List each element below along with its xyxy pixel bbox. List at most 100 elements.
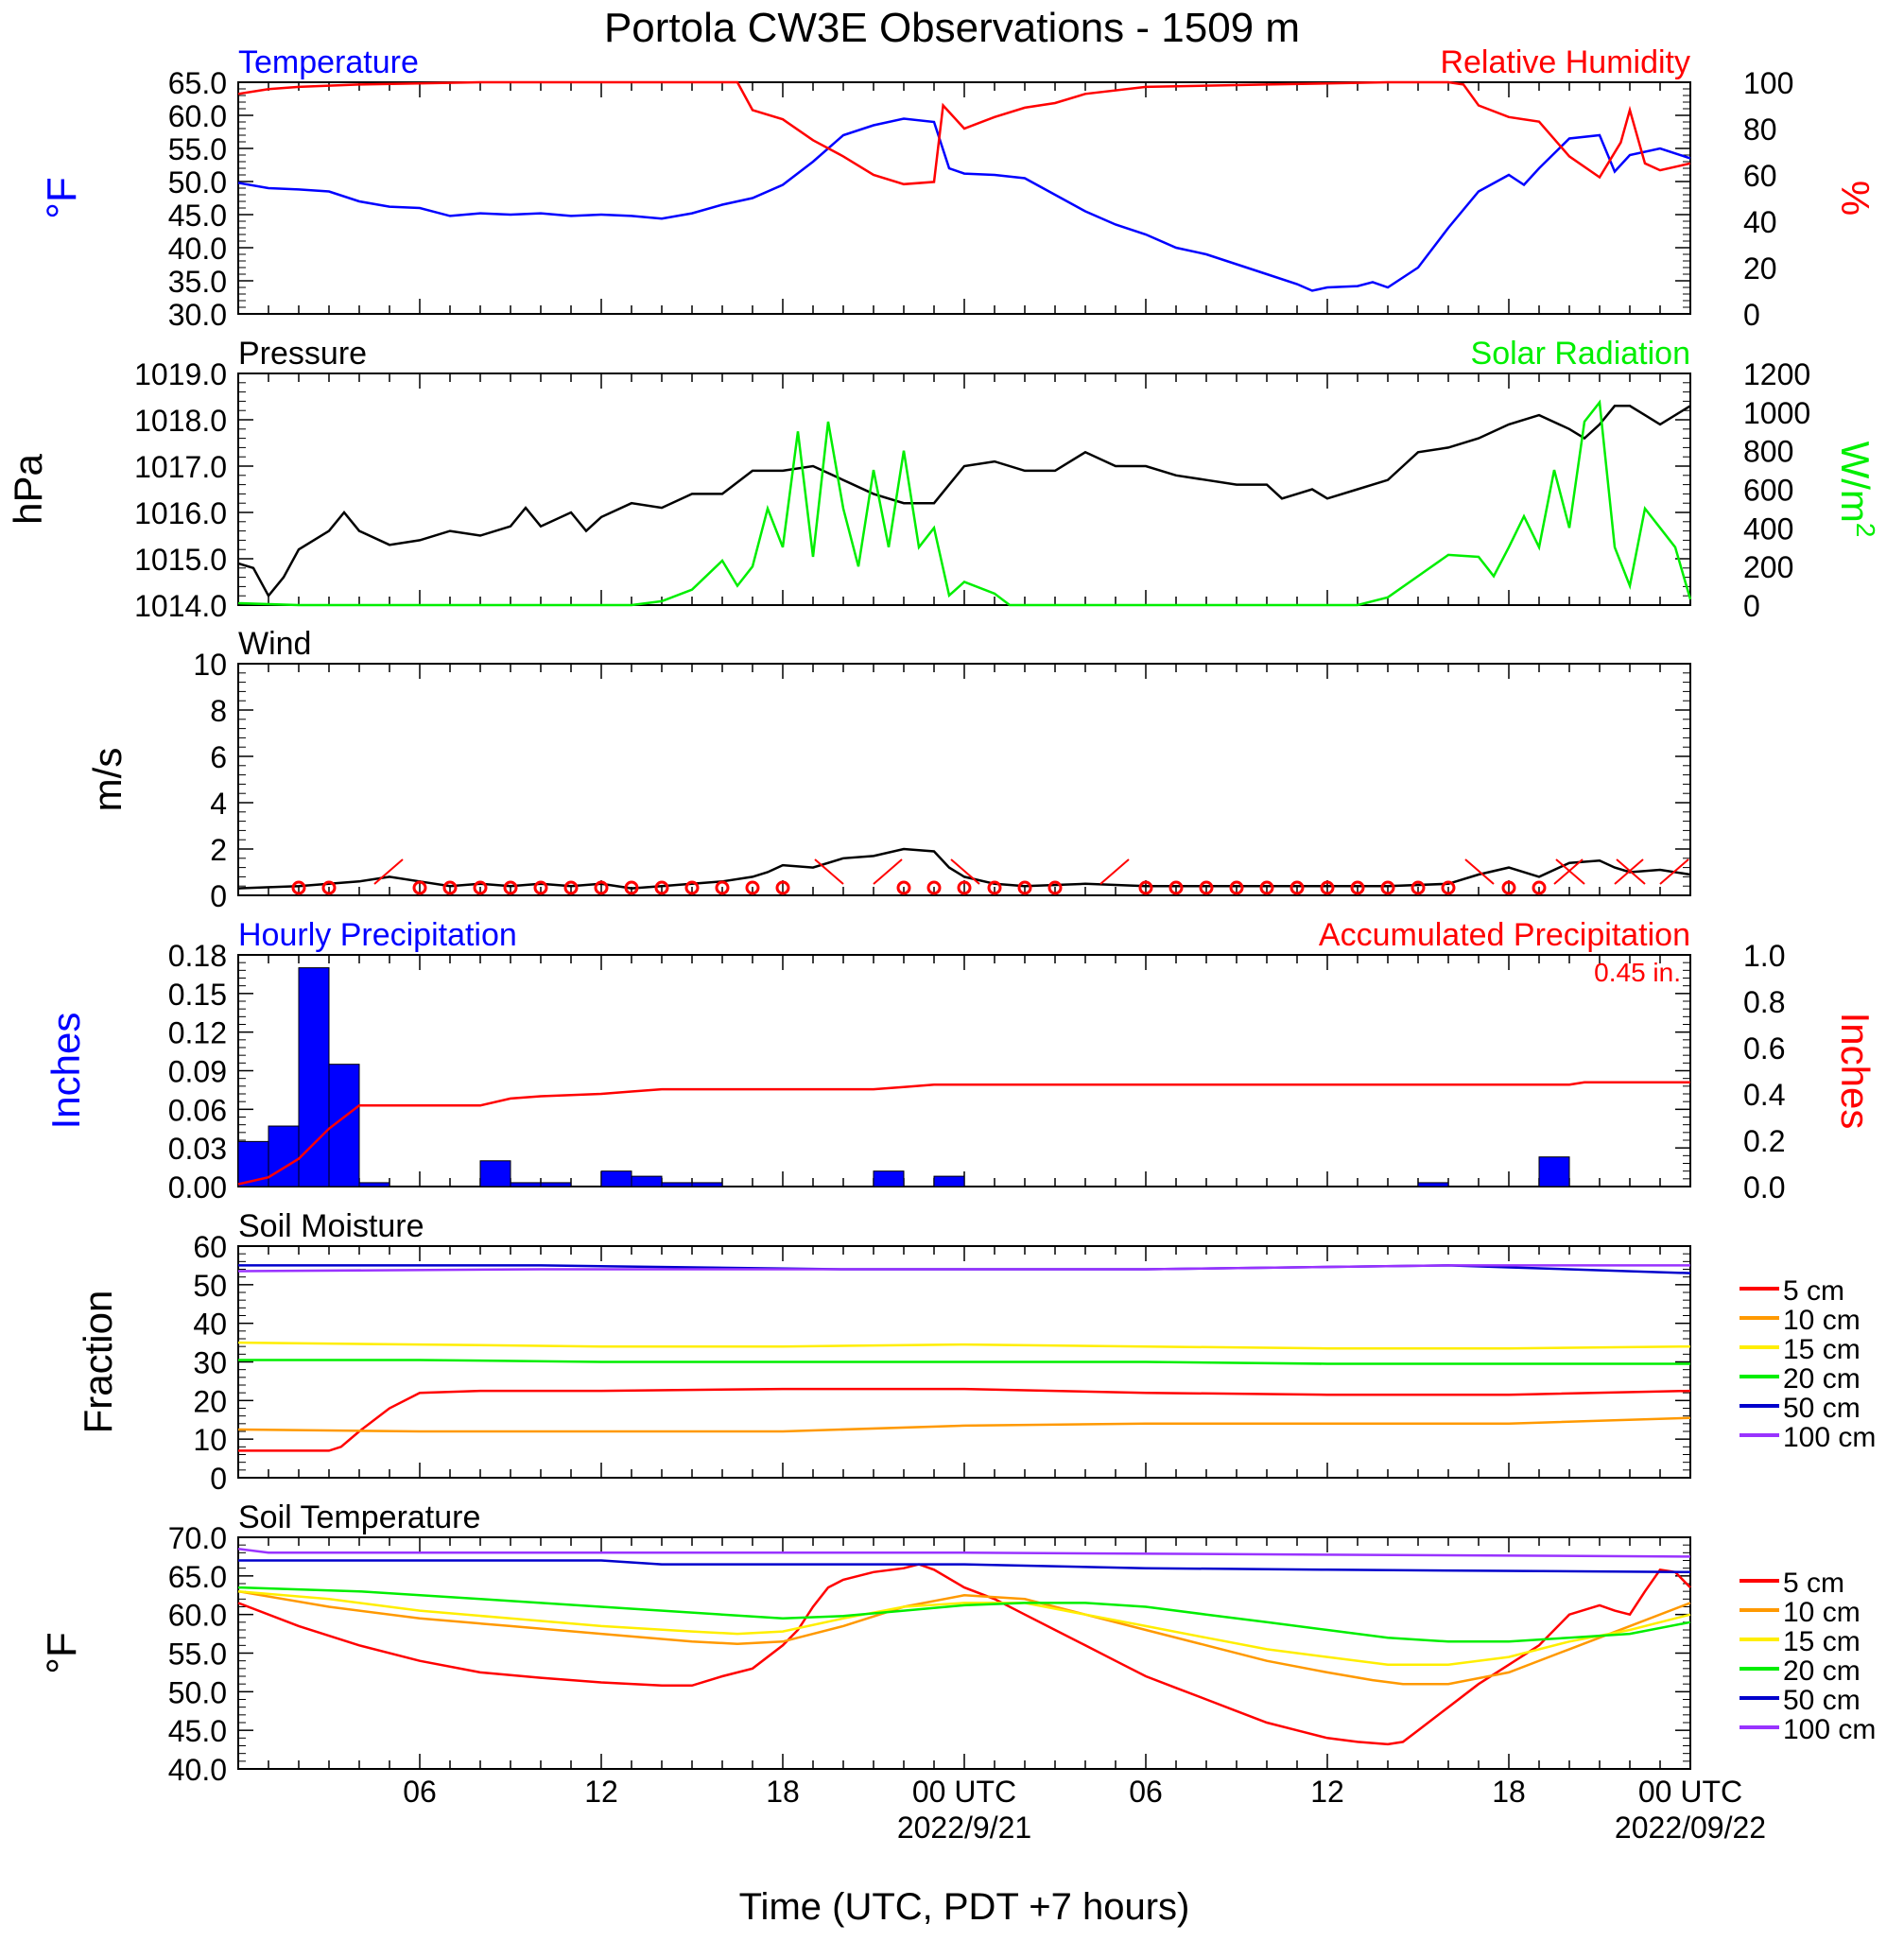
wind-calm-marker [503, 880, 518, 895]
y-tick-label-right: 0.6 [1743, 1031, 1785, 1066]
x-tick-label: 06 [403, 1775, 437, 1809]
y-tick-label-left: 0.12 [168, 1016, 227, 1050]
legend-label: 50 cm [1783, 1393, 1861, 1424]
y-tick-label-left: 0.15 [168, 978, 227, 1012]
wind-calm-marker [321, 880, 337, 895]
panel-title-right: Relative Humidity [1440, 44, 1690, 80]
legend-label: 5 cm [1783, 1275, 1844, 1307]
series-line-20-cm [237, 1586, 1691, 1643]
y-tick-label-left: 10 [193, 648, 227, 682]
y-tick-label-left: 55.0 [168, 1638, 227, 1672]
panel-precipitation: 0.18 0.15 0.12 0.09 0.06 0.03 0.00 1.0 0.8 0.6 0.4… [43, 917, 1878, 1204]
y-tick-label-left: 1015.0 [134, 543, 227, 577]
y-tick-label-right: 40 [1743, 205, 1777, 239]
wind-calm-marker [1441, 880, 1456, 895]
panel-title-right: Accumulated Precipitation [1319, 917, 1690, 953]
legend-label: 100 cm [1783, 1422, 1876, 1453]
wind-calm-marker [1017, 880, 1032, 895]
y-tick-label-right: 400 [1743, 511, 1793, 546]
y-tick-label-left: 1014.0 [134, 589, 227, 623]
precip-bar [600, 1170, 632, 1187]
y-tick-label-left: 1016.0 [134, 496, 227, 530]
wind-calm-marker [745, 880, 760, 895]
wind-calm-marker [987, 880, 1002, 895]
wind-barb [1659, 858, 1689, 885]
series-line-100-cm [237, 1548, 1691, 1558]
precip-bar [510, 1182, 542, 1187]
wind-calm-marker [1380, 880, 1395, 895]
series-line-100-cm [237, 1264, 1690, 1273]
x-tick-label: 00 UTC [1638, 1775, 1742, 1809]
y-tick-label-left: 0.09 [168, 1055, 227, 1089]
wind-calm-marker [715, 880, 730, 895]
y-tick-label-left: 40.0 [168, 232, 227, 266]
panel-title-left: Pressure [238, 336, 367, 372]
wind-calm-marker [957, 880, 972, 895]
legend-label: 20 cm [1783, 1655, 1861, 1687]
y-tick-label-left: 1018.0 [134, 404, 227, 438]
panel-wind: 10 8 6 4 2 0 Wind m/s [85, 626, 1691, 913]
accumulated-precip-line [237, 1081, 1690, 1186]
y-tick-label-left: 65.0 [168, 1560, 227, 1594]
wind-barb [1464, 858, 1495, 885]
y-axis-label-left: hPa [6, 453, 50, 524]
wind-calm-marker [442, 880, 458, 895]
y-axis-label-left: Inches [43, 1013, 88, 1130]
series-line-temperature [237, 117, 1691, 292]
precip-bar [933, 1175, 965, 1187]
y-tick-label-right: 0.4 [1743, 1078, 1785, 1112]
wind-calm-marker [1350, 880, 1365, 895]
y-tick-label-left: 8 [210, 694, 227, 728]
wind-calm-marker [1411, 880, 1426, 895]
wind-calm-marker [1138, 880, 1153, 895]
wind-barb [950, 858, 980, 885]
wind-calm-marker [1532, 880, 1547, 895]
y-tick-label-right: 600 [1743, 474, 1793, 508]
wind-calm-marker [684, 880, 700, 895]
y-axis-label-left: °F [39, 177, 85, 218]
series-line-pressure [237, 405, 1691, 598]
series-line-solar-radiation [237, 399, 1692, 607]
y-tick-label-left: 0.03 [168, 1132, 227, 1166]
x-tick-date-label: 2022/09/22 [1615, 1811, 1766, 1845]
series-line-relative-humidity [237, 80, 1691, 186]
y-tick-label-left: 0 [210, 879, 227, 913]
y-tick-label-left: 45.0 [168, 1714, 227, 1748]
precip-bar [1538, 1156, 1570, 1187]
legend-label: 15 cm [1783, 1626, 1861, 1657]
panel-title-left: Wind [238, 626, 311, 662]
y-tick-label-right: 100 [1743, 66, 1793, 100]
wind-calm-marker [1259, 880, 1274, 895]
precip-bar [661, 1182, 693, 1187]
wind-calm-marker [654, 880, 669, 895]
series-line-10-cm [237, 1416, 1691, 1433]
y-axis-label-right: Inches [1833, 1013, 1878, 1130]
wind-barb [1555, 858, 1585, 885]
panel-temperature_humidity: 65.060.055.050.045.040.035.030.0 100 80 60 4… [39, 44, 1878, 332]
precip-bar [479, 1160, 511, 1187]
wind-barb [1553, 858, 1584, 885]
y-tick-label-left: 60.0 [168, 99, 227, 133]
accumulated-total-label: 0.45 in. [1594, 958, 1681, 987]
wind-barb [1099, 858, 1130, 885]
y-tick-label-left: 2 [210, 833, 227, 867]
series-line-5-cm [237, 1563, 1691, 1746]
x-tick-label: 18 [1492, 1775, 1526, 1809]
y-tick-label-right: 60 [1743, 159, 1777, 193]
wind-calm-marker [1047, 880, 1063, 895]
y-tick-label-left: 65.0 [168, 66, 227, 100]
panel-soil_temperature: 70.0 65.0 60.0 55.050.0 45.0 40.0 Soil Tempera… [39, 1499, 1876, 1787]
y-tick-label-right: 0 [1743, 298, 1760, 332]
precip-bar [1417, 1182, 1449, 1187]
y-axis-label-right: % [1833, 181, 1878, 216]
y-tick-label-left: 1017.0 [134, 450, 227, 484]
y-tick-label-left: 4 [210, 787, 227, 821]
y-tick-label-right: 80 [1743, 113, 1777, 147]
legend-label: 20 cm [1783, 1363, 1861, 1395]
wind-calm-marker [563, 880, 579, 895]
panel-title-left: Soil Temperature [238, 1499, 480, 1535]
wind-calm-marker [1168, 880, 1184, 895]
wind-calm-marker [473, 880, 488, 895]
